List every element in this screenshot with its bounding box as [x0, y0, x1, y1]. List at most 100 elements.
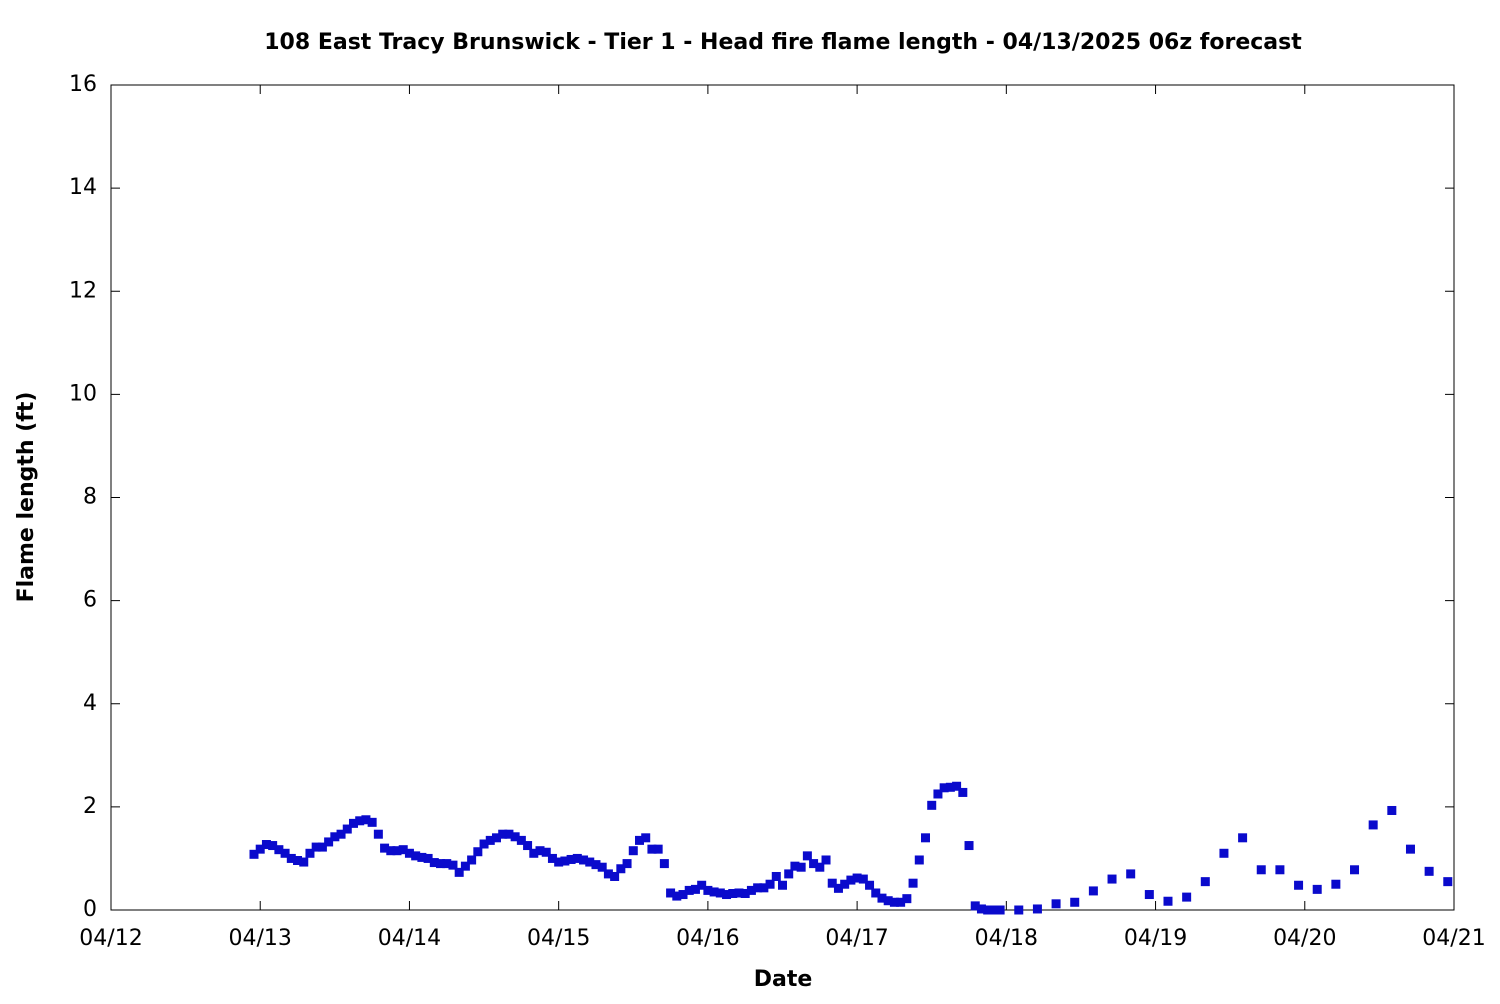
point: [641, 833, 651, 843]
point: [1163, 896, 1173, 906]
point: [411, 851, 421, 861]
point: [666, 888, 676, 898]
point: [392, 846, 402, 856]
x-tick-label: 04/17: [825, 926, 888, 951]
point: [858, 874, 868, 884]
point: [523, 841, 533, 851]
x-tick-label: 04/16: [676, 926, 739, 951]
point: [554, 857, 564, 867]
point: [976, 904, 986, 914]
point: [560, 856, 570, 866]
point: [821, 855, 831, 865]
point: [355, 816, 365, 826]
point: [504, 829, 514, 839]
point: [771, 871, 781, 881]
point: [498, 829, 508, 839]
point: [535, 846, 545, 856]
y-tick-label: 10: [69, 381, 97, 406]
point: [622, 859, 632, 869]
point: [871, 888, 881, 898]
point: [1219, 848, 1229, 858]
point: [1144, 890, 1154, 900]
y-tick-label: 14: [69, 175, 97, 200]
point: [255, 844, 265, 854]
point: [740, 889, 750, 898]
point: [1331, 879, 1341, 889]
y-tick-label: 16: [69, 72, 97, 97]
point: [802, 851, 812, 861]
point: [603, 869, 613, 879]
point: [1443, 877, 1453, 887]
point: [908, 878, 918, 888]
point: [914, 855, 924, 865]
point: [983, 905, 993, 915]
point: [547, 853, 557, 863]
point: [591, 860, 601, 870]
point: [491, 833, 501, 843]
point: [479, 839, 489, 849]
point: [1350, 865, 1360, 875]
point: [1051, 899, 1061, 909]
point: [852, 873, 862, 883]
point: [833, 883, 843, 893]
point: [1256, 865, 1266, 875]
point: [809, 859, 819, 869]
point: [274, 845, 284, 855]
point: [958, 787, 968, 797]
point: [877, 893, 887, 903]
x-tick-label: 04/13: [229, 926, 292, 951]
x-tick-label: 04/20: [1273, 926, 1336, 951]
point: [317, 842, 327, 852]
point: [293, 856, 303, 865]
x-tick-label: 04/15: [527, 926, 590, 951]
point: [398, 845, 408, 855]
point: [286, 853, 296, 863]
y-tick-label: 4: [83, 691, 97, 716]
point: [516, 835, 526, 845]
point: [261, 840, 271, 850]
point: [324, 837, 334, 847]
x-axis-label: Date: [754, 967, 813, 992]
point: [454, 867, 464, 877]
point: [342, 824, 352, 834]
point: [330, 832, 340, 842]
point: [759, 883, 769, 893]
point: [585, 857, 595, 867]
point: [690, 884, 700, 894]
point: [964, 841, 974, 851]
point: [796, 862, 806, 872]
y-tick-label: 2: [83, 794, 97, 819]
y-axis-label: Flame length (ft): [14, 392, 39, 603]
point: [709, 887, 719, 897]
point: [672, 891, 682, 901]
point: [1070, 897, 1080, 907]
point: [1312, 884, 1322, 894]
point: [746, 885, 756, 895]
point: [1238, 833, 1248, 843]
point: [1424, 866, 1434, 876]
point: [1405, 844, 1415, 854]
point: [1294, 880, 1304, 890]
point: [436, 859, 446, 869]
point: [373, 829, 383, 839]
point: [921, 833, 931, 843]
point: [1126, 869, 1136, 879]
point: [765, 879, 775, 889]
x-tick-label: 04/18: [975, 926, 1038, 951]
y-tick-label: 6: [83, 588, 97, 613]
point: [889, 897, 899, 907]
point: [628, 846, 638, 856]
point: [311, 842, 321, 852]
point: [336, 829, 346, 839]
point: [927, 800, 937, 810]
point: [597, 862, 607, 872]
point: [579, 855, 589, 865]
point: [1107, 874, 1117, 884]
point: [541, 847, 551, 857]
point: [442, 859, 452, 869]
point: [348, 818, 358, 828]
point: [734, 888, 744, 898]
point: [634, 835, 644, 845]
